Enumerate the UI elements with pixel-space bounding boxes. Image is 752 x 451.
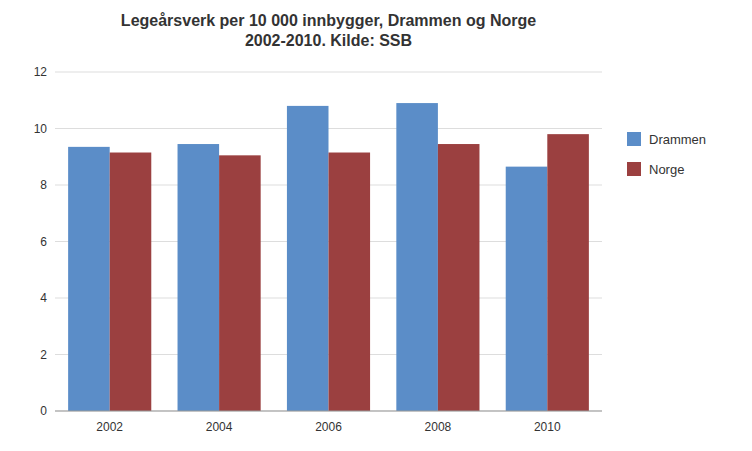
chart-container: Legeårsverk per 10 000 innbygger, Dramme… xyxy=(0,0,752,451)
chart-svg: Legeårsverk per 10 000 innbygger, Dramme… xyxy=(0,0,752,451)
y-tick-label: 6 xyxy=(40,235,47,249)
legend: Drammen Norge xyxy=(627,132,706,177)
bar xyxy=(178,144,220,411)
bar xyxy=(396,103,438,411)
y-tick-label: 0 xyxy=(40,404,47,418)
bar xyxy=(68,147,110,411)
y-axis: 0 2 4 6 8 10 12 xyxy=(34,65,602,418)
bar xyxy=(438,144,480,411)
bars xyxy=(68,103,589,411)
x-tick-label: 2008 xyxy=(425,420,452,434)
x-axis: 2002 2004 2006 2008 2010 xyxy=(55,411,602,434)
bar xyxy=(547,134,589,411)
grid-line xyxy=(55,72,602,73)
y-tick-label: 10 xyxy=(34,122,48,136)
legend-swatch xyxy=(627,132,641,146)
x-tick-label: 2004 xyxy=(206,420,233,434)
legend-label: Norge xyxy=(649,162,684,177)
x-axis-line xyxy=(55,411,602,412)
bar xyxy=(329,153,371,411)
bar xyxy=(110,153,152,411)
x-tick-label: 2010 xyxy=(534,420,561,434)
chart-title: Legeårsverk per 10 000 innbygger, Dramme… xyxy=(121,12,536,49)
y-tick-label: 4 xyxy=(40,291,47,305)
bar xyxy=(219,155,261,411)
x-tick-label: 2002 xyxy=(96,420,123,434)
y-tick-label: 2 xyxy=(40,348,47,362)
legend-swatch xyxy=(627,162,641,176)
x-tick-label: 2006 xyxy=(315,420,342,434)
grid-line xyxy=(55,411,602,412)
y-tick-label: 12 xyxy=(34,65,48,79)
legend-label: Drammen xyxy=(649,132,706,147)
y-tick-label: 8 xyxy=(40,178,47,192)
bar xyxy=(287,106,329,411)
bar xyxy=(506,167,548,411)
